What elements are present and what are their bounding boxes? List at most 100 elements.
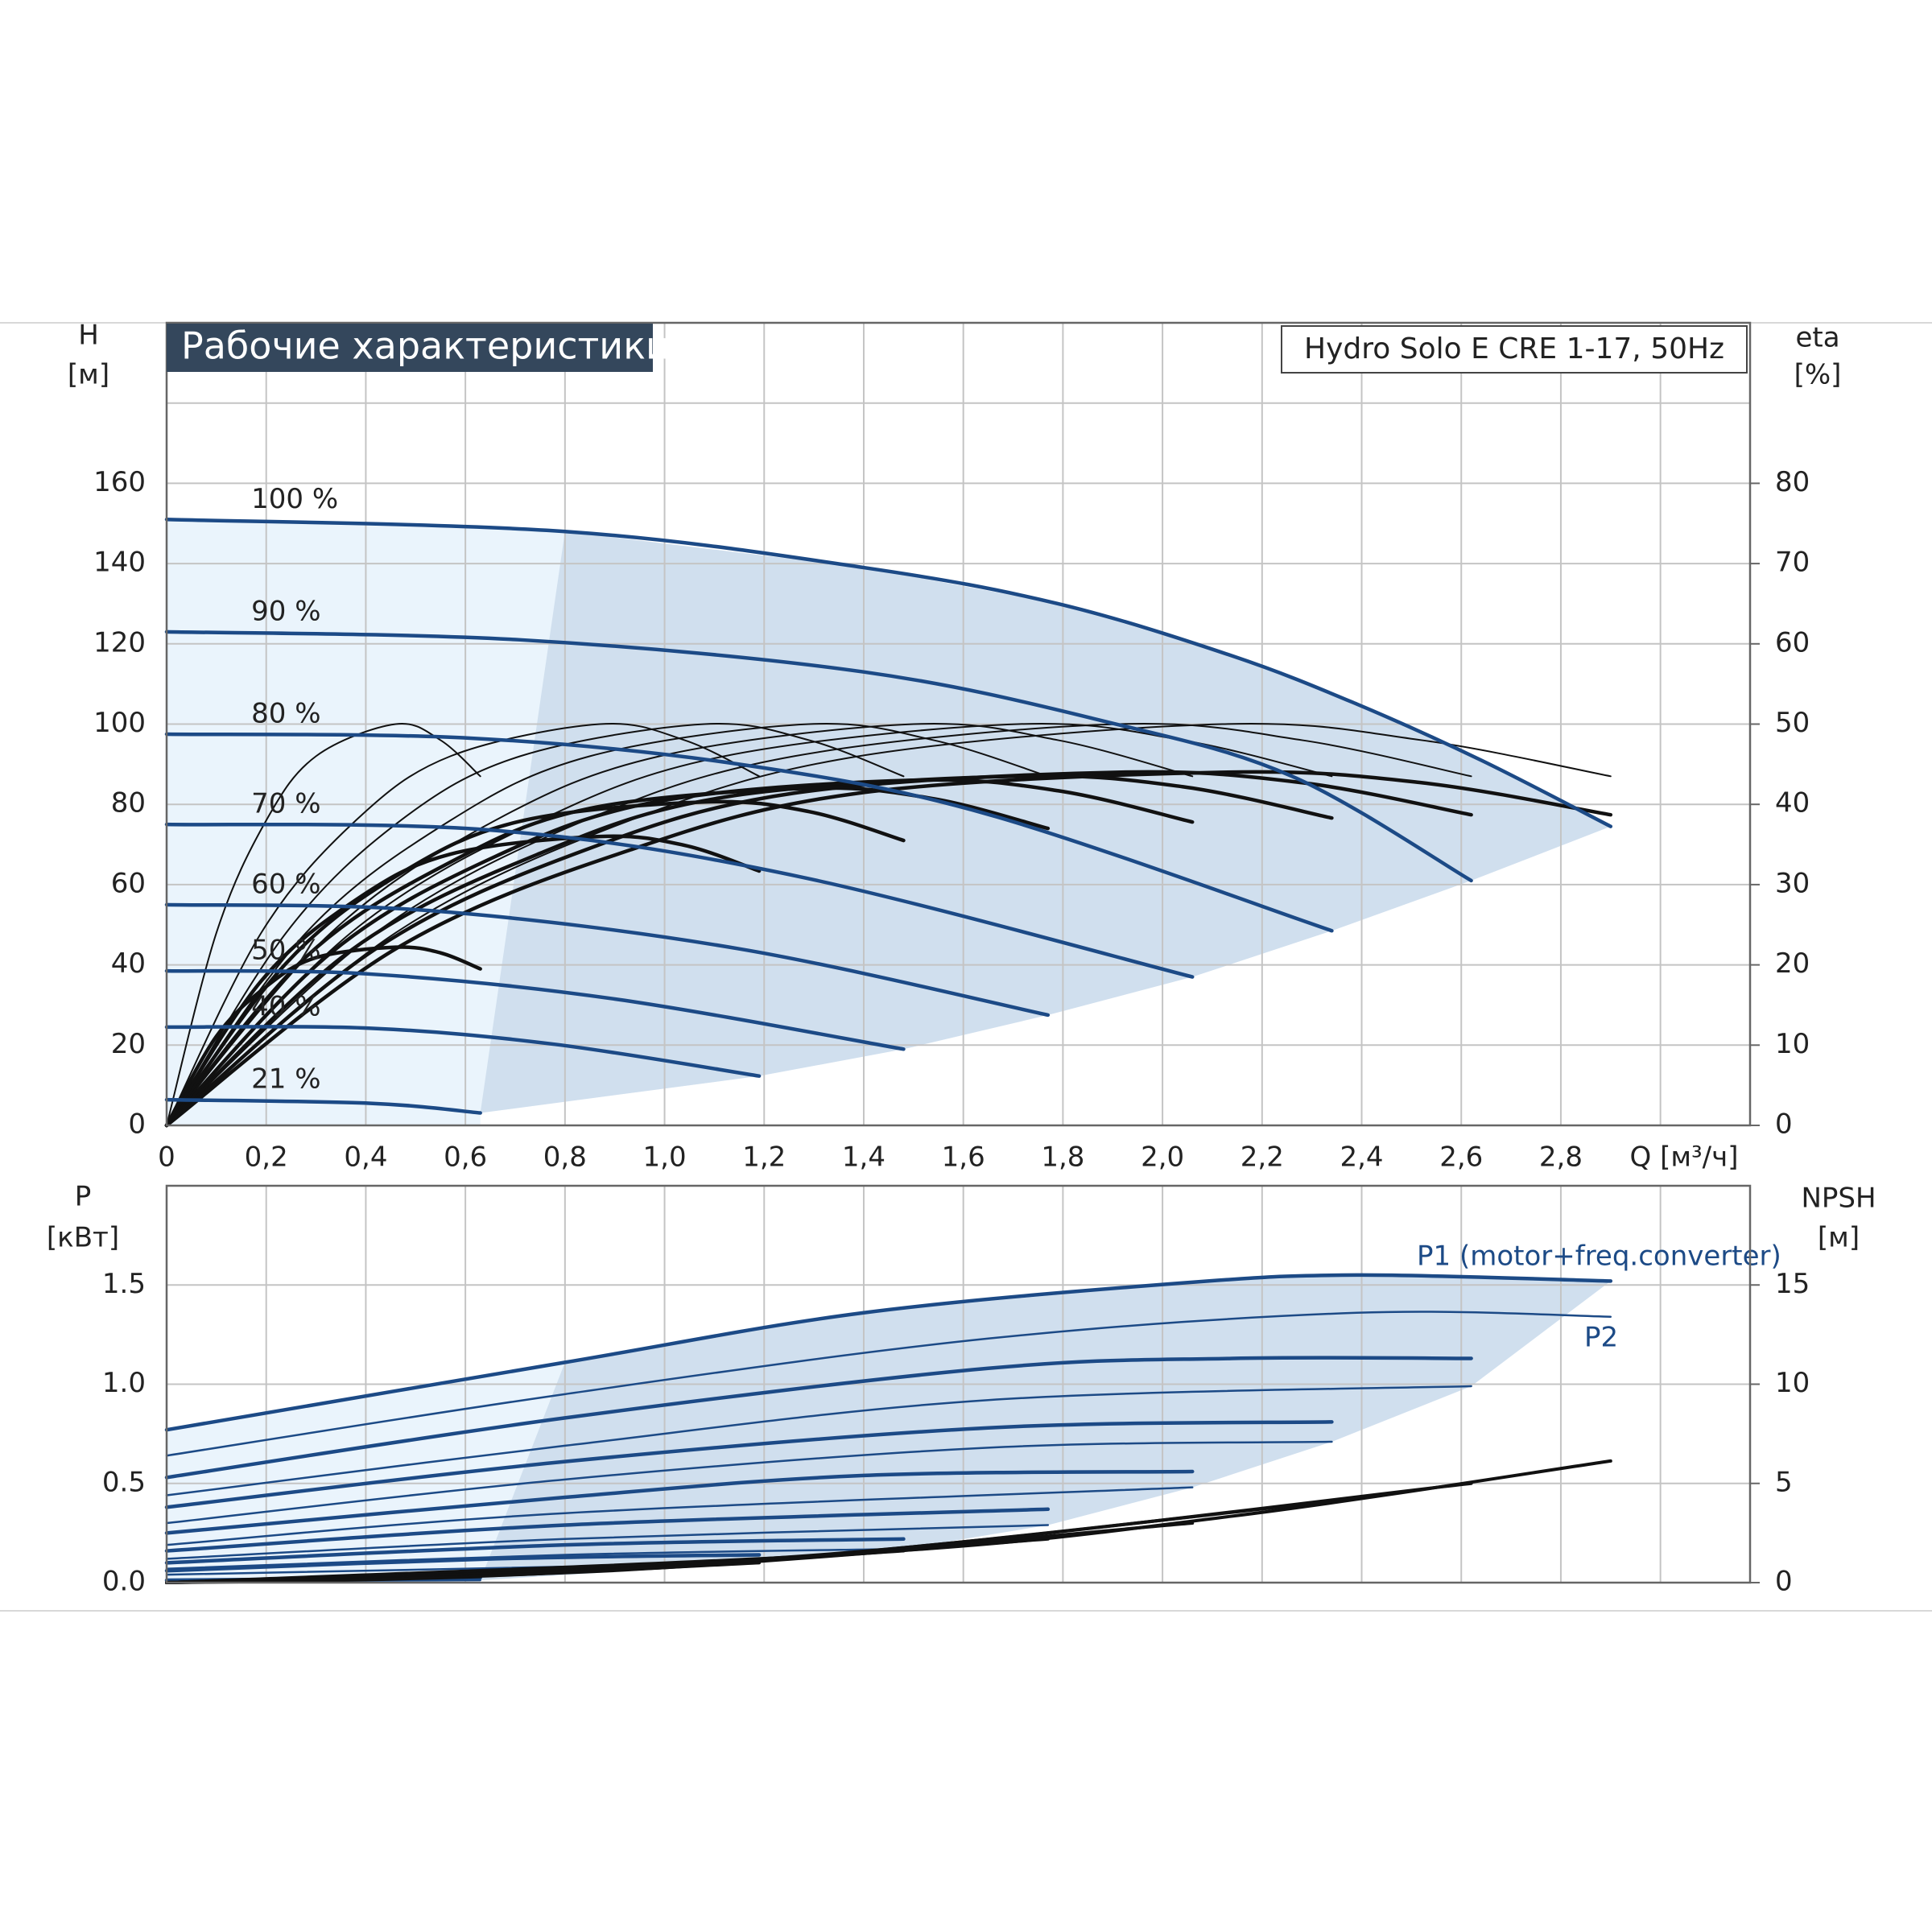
y2-tick-label: 80 — [1775, 466, 1810, 498]
speed-label: 80 % — [251, 697, 320, 729]
y-tick-label: 1.5 — [102, 1268, 146, 1300]
head-curve — [164, 902, 1051, 1018]
x-tick-label: 2,0 — [1141, 1141, 1184, 1174]
y-axis-unit: [м] — [68, 359, 109, 391]
subtitle-box — [1281, 325, 1748, 374]
y-tick-label: 40 — [111, 947, 146, 980]
speed-label: 70 % — [251, 788, 320, 820]
x-tick-label: 1,8 — [1041, 1141, 1084, 1174]
speed-label: 60 % — [251, 868, 320, 900]
head-curve — [164, 1097, 482, 1115]
speed-label: 40 % — [251, 990, 320, 1022]
p1-curve — [164, 1273, 1613, 1432]
y2-tick-label: 60 — [1775, 626, 1810, 658]
x-tick-label: 0,8 — [543, 1141, 587, 1174]
y-tick-label: 60 — [111, 867, 146, 899]
plot-frame — [165, 1184, 1752, 1584]
annotation: P1 (motor+freq.converter) — [1417, 1241, 1781, 1273]
chart-subtitle: Hydro Solo E CRE 1-17, 50Hz — [1304, 332, 1724, 365]
x-tick-label: 1,0 — [643, 1141, 687, 1174]
y2-tick-label: 15 — [1775, 1268, 1810, 1300]
x-tick-label: 0,2 — [245, 1141, 288, 1174]
y-tick-label: 160 — [93, 466, 146, 498]
p2-curve — [165, 1524, 1050, 1560]
efficiency-curve — [166, 722, 761, 1126]
head-curve — [164, 822, 1195, 979]
y2-tick-label: 50 — [1775, 707, 1810, 739]
p1-curve — [164, 1537, 906, 1565]
speed-label: 50 % — [251, 935, 320, 967]
x-axis-label: Q [м³/ч] — [1630, 1141, 1739, 1174]
y2-tick-label: 0 — [1775, 1566, 1793, 1598]
x-tick-label: 2,6 — [1439, 1141, 1483, 1174]
speed-label: 21 % — [251, 1063, 320, 1096]
y2-tick-label: 10 — [1775, 1028, 1810, 1060]
y2-tick-label: 40 — [1775, 787, 1810, 819]
labels: 0 0,2 0,4 0,6 0,8 1,0 1,2 1,4 1,6 1,8 2,0 2,2 2,4 2,6… — [93, 466, 1810, 1598]
chart-title: Рабочие характеристики — [181, 324, 670, 368]
y-tick-label: 0.0 — [102, 1566, 146, 1598]
y-tick-label: 120 — [93, 626, 146, 658]
region-dark — [480, 531, 1611, 1113]
y-axis-unit: [кВт] — [47, 1222, 119, 1254]
y-tick-label: 20 — [111, 1028, 146, 1060]
x-tick-label: 2,2 — [1241, 1141, 1284, 1174]
p2-curve — [165, 1547, 905, 1570]
curves — [164, 518, 1613, 1584]
y2-tick-label: 5 — [1775, 1466, 1793, 1498]
y2-tick-label: 70 — [1775, 547, 1810, 579]
y2-axis-unit: [м] — [1818, 1222, 1860, 1254]
head-curve — [164, 518, 1613, 828]
y-tick-label: 80 — [111, 787, 146, 819]
y-tick-label: 100 — [93, 707, 146, 739]
x-tick-label: 2,4 — [1340, 1141, 1383, 1174]
p1-curve — [164, 1553, 762, 1573]
total-efficiency-curve — [164, 945, 482, 1128]
p1-curve — [164, 1356, 1473, 1480]
p1-curve — [164, 1507, 1051, 1553]
x-tick-label: 1,6 — [942, 1141, 985, 1174]
y-axis-label: P — [75, 1181, 92, 1213]
title-box — [167, 324, 653, 372]
y2-tick-label: 10 — [1775, 1367, 1810, 1399]
annotation: P2 — [1584, 1322, 1618, 1354]
speed-label: 90 % — [251, 595, 320, 627]
speed-label: 100 % — [251, 483, 338, 515]
head-curve — [164, 732, 1334, 933]
total-efficiency-curve — [164, 799, 906, 1128]
head-curve — [164, 968, 906, 1051]
p1-curve — [164, 1469, 1195, 1535]
efficiency-curve — [166, 722, 1612, 1126]
p2-curve — [165, 1440, 1333, 1525]
total-efficiency-curve — [164, 834, 762, 1128]
p2-curve — [165, 1486, 1194, 1546]
head-curve — [164, 630, 1473, 883]
p2-curve — [165, 1311, 1612, 1457]
y-axis-label: H — [78, 320, 99, 352]
y2-tick-label: 30 — [1775, 867, 1810, 899]
x-tick-label: 0 — [158, 1141, 175, 1174]
x-tick-label: 0,4 — [344, 1141, 387, 1174]
efficiency-curve — [166, 722, 905, 1126]
p2-curve — [165, 1385, 1472, 1496]
y-tick-label: 0 — [128, 1108, 146, 1141]
y2-axis-unit: [%] — [1794, 359, 1842, 391]
x-tick-label: 2,8 — [1539, 1141, 1583, 1174]
y2-tick-label: 0 — [1775, 1108, 1793, 1141]
x-tick-label: 1,2 — [742, 1141, 786, 1174]
total-efficiency-curve — [164, 778, 1195, 1128]
regions — [167, 519, 1611, 1583]
x-tick-label: 1,4 — [842, 1141, 886, 1174]
y2-tick-label: 20 — [1775, 947, 1810, 980]
y-tick-label: 1.0 — [102, 1367, 146, 1399]
head-curve — [164, 1025, 762, 1078]
y-tick-label: 140 — [93, 547, 146, 579]
x-tick-label: 0,6 — [444, 1141, 487, 1174]
y2-axis-label: NPSH — [1801, 1183, 1876, 1215]
p1-curve — [164, 1420, 1334, 1509]
y-tick-label: 0.5 — [102, 1466, 146, 1498]
y2-axis-label: eta — [1795, 322, 1839, 354]
total-efficiency-curve — [164, 770, 1473, 1128]
